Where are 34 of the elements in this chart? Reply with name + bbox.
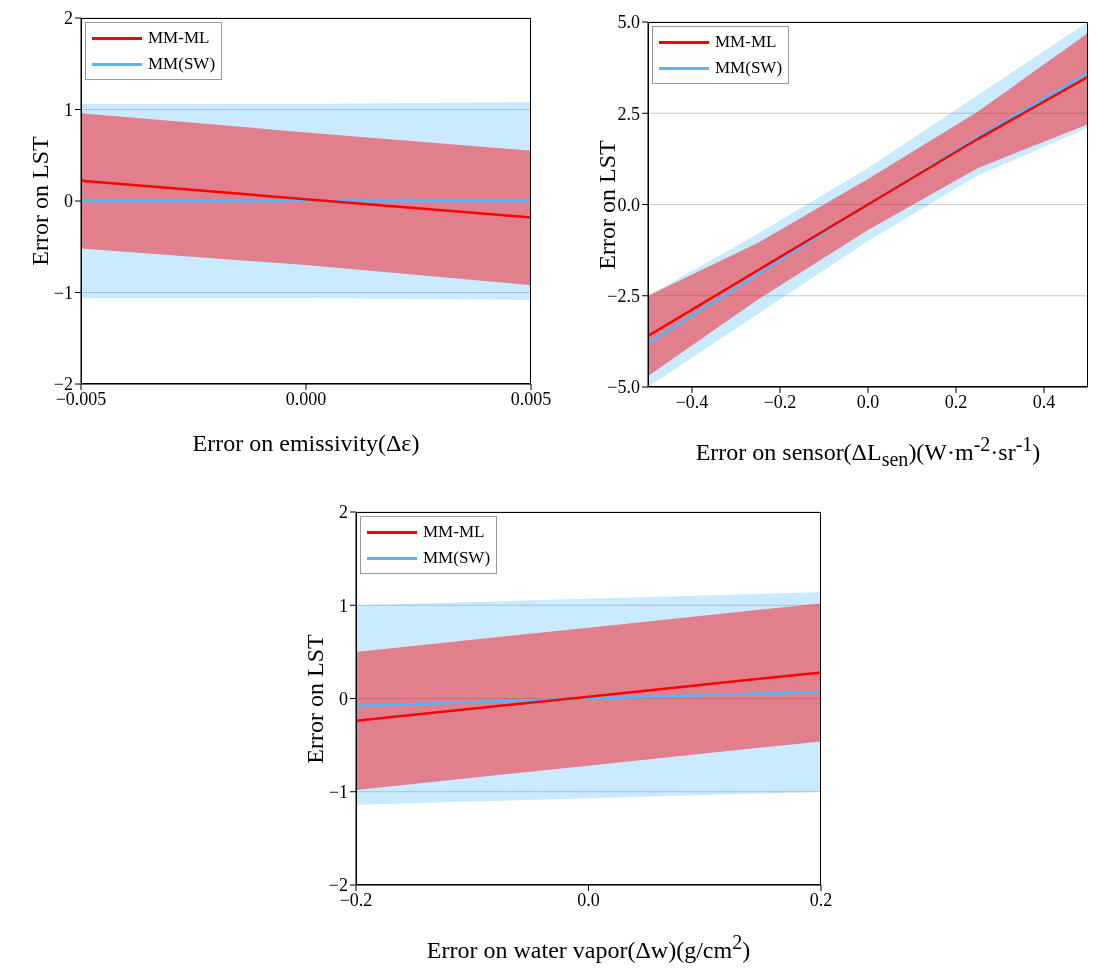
- y-tick-label: −1: [328, 782, 348, 803]
- x-tick-label: −0.2: [763, 391, 797, 412]
- x-axis-title: Error on water vapor(Δw)(g/cm$^{2}$): [426, 931, 751, 964]
- y-tick-label: 1: [64, 99, 73, 120]
- x-tick-label: 0.000: [285, 388, 327, 409]
- x-tick-label: 0.2: [809, 889, 833, 910]
- x-tick-label: 0.4: [1032, 391, 1056, 412]
- y-tick-label: 2: [64, 8, 73, 29]
- legend-label: MM(SW): [423, 548, 491, 568]
- x-tick-label: −0.4: [675, 391, 709, 412]
- x-tick-label: 0.0: [856, 391, 880, 412]
- y-axis-title: Error on LST: [301, 633, 329, 764]
- y-axis-title: Error on LST: [26, 136, 54, 266]
- y-tick-label: 2.5: [617, 103, 640, 124]
- x-tick-label: 0.005: [510, 388, 552, 409]
- x-tick-label: 0.2: [944, 391, 968, 412]
- y-tick-label: −2: [328, 875, 348, 896]
- y-tick-label: −5.0: [607, 377, 640, 398]
- x-tick-label: 0.0: [577, 889, 600, 910]
- x-axis-title: Error on sensor(ΔL$_{sen}$)(W·m$^{-2}$·sr$^{-1}$): [695, 433, 1041, 471]
- legend-label: MM(SW): [715, 58, 783, 78]
- x-axis-title: Error on emissivity(Δε): [192, 430, 420, 457]
- legend-label: MM(SW): [148, 54, 216, 74]
- legend-label: MM-ML: [423, 522, 485, 542]
- y-tick-label: 1: [339, 595, 348, 616]
- y-tick-label: 0: [339, 688, 348, 709]
- y-tick-label: 5.0: [617, 12, 640, 33]
- y-tick-label: 2: [339, 502, 348, 523]
- y-tick-label: 0: [64, 191, 73, 212]
- y-tick-label: −2.5: [607, 286, 640, 307]
- legend-label: MM-ML: [715, 32, 777, 52]
- y-tick-label: 0.0: [617, 194, 640, 215]
- legend-label: MM-ML: [148, 28, 210, 48]
- y-tick-label: −1: [53, 282, 73, 303]
